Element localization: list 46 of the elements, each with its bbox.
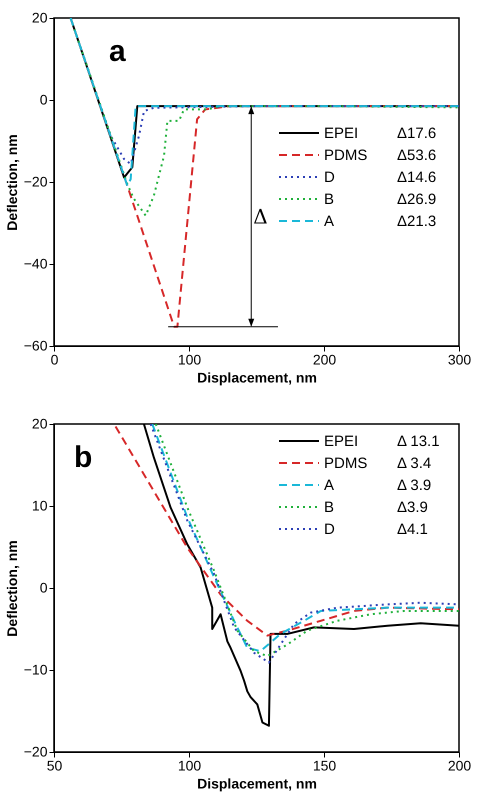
text: a (109, 35, 126, 68)
legend-label: D (324, 169, 335, 186)
y-axis-title: Deflection, nm (4, 134, 20, 231)
legend-label: EPEI (324, 125, 358, 142)
annotation: Δ 13.1 (397, 433, 440, 450)
legend-label: B (324, 499, 334, 516)
y-tick-label: 20 (32, 416, 48, 432)
x-tick-label: 150 (312, 758, 336, 774)
annotation: Δ4.1 (397, 521, 428, 538)
legend-label: A (324, 477, 334, 494)
y-tick-label: −20 (24, 174, 48, 190)
legend-label: A (324, 213, 334, 230)
legend-label: EPEI (324, 433, 358, 450)
y-tick-label: −60 (24, 338, 48, 354)
annotation: Δ17.6 (397, 125, 436, 142)
x-tick-label: 200 (312, 352, 336, 368)
legend-label: PDMS (324, 147, 368, 164)
x-axis-title: Displacement, nm (197, 776, 317, 792)
y-tick-label: 0 (40, 92, 48, 108)
y-tick-label: 10 (32, 498, 48, 514)
y-tick-label: 20 (32, 10, 48, 26)
annotation: Δ53.6 (397, 147, 436, 164)
y-tick-label: −20 (24, 744, 48, 760)
annotation: Δ26.9 (397, 191, 436, 208)
legend-label: B (324, 191, 334, 208)
x-tick-label: 200 (448, 758, 472, 774)
x-tick-label: 300 (448, 352, 472, 368)
annotation: Δ (253, 204, 268, 228)
x-tick-label: 0 (50, 352, 59, 368)
annotation: Δ21.3 (397, 213, 436, 230)
legend-label: D (324, 521, 335, 538)
y-tick-label: −10 (24, 662, 48, 678)
annotation: Δ3.9 (397, 499, 428, 516)
x-tick-label: 50 (46, 758, 62, 774)
annotation: Δ 3.9 (397, 477, 432, 494)
line-series (114, 425, 459, 637)
text: b (74, 441, 92, 474)
y-axis-title: Deflection, nm (4, 540, 20, 637)
legend-label: PDMS (324, 455, 368, 472)
annotation: Δ 3.4 (397, 455, 432, 472)
y-tick-label: 0 (40, 580, 48, 596)
y-tick-label: −40 (24, 256, 48, 272)
annotation: Δ14.6 (397, 169, 436, 186)
x-tick-label: 100 (178, 758, 202, 774)
x-tick-label: 100 (178, 352, 202, 368)
x-axis-title: Displacement, nm (197, 370, 317, 386)
